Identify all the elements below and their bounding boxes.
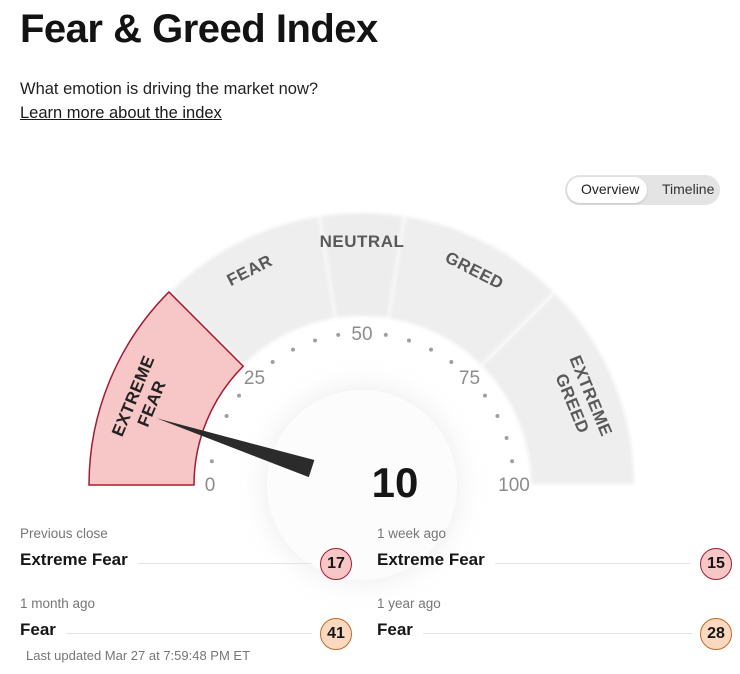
svg-text:25: 25 [244,368,265,389]
svg-text:10: 10 [372,459,419,506]
svg-text:50: 50 [351,324,372,345]
svg-text:NEUTRAL: NEUTRAL [320,232,405,251]
svg-text:100: 100 [498,475,530,496]
svg-text:75: 75 [459,368,480,389]
svg-text:0: 0 [205,475,216,496]
